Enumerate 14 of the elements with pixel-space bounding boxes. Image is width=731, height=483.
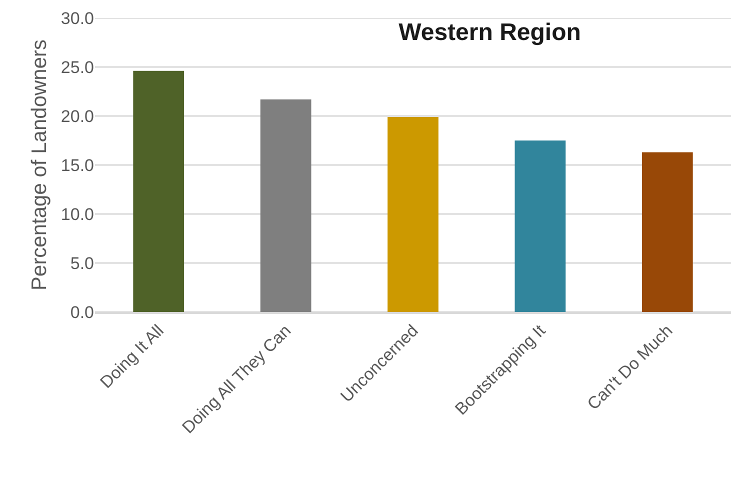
y-tick-label: 30.0 — [60, 8, 94, 28]
bar — [642, 152, 693, 312]
y-tick-label: 0.0 — [70, 302, 94, 322]
y-tick-label: 20.0 — [60, 106, 94, 126]
bar — [514, 140, 566, 312]
y-axis-title: Percentage of Landowners — [28, 39, 52, 291]
chart-title: Western Region — [398, 18, 581, 46]
bar — [133, 70, 184, 312]
bar — [388, 116, 438, 312]
y-tick-label: 5.0 — [70, 254, 94, 273]
y-tick-label: 15.0 — [60, 156, 94, 175]
y-tick-label: 10.0 — [60, 204, 94, 224]
bar — [260, 99, 312, 312]
y-tick-label: 25.0 — [60, 58, 94, 77]
